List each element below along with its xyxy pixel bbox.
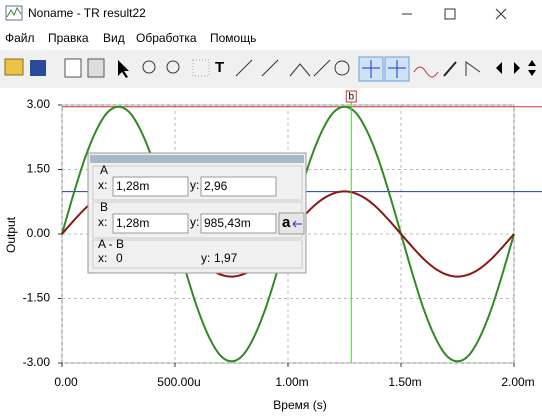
window-title: Noname - TR result22 bbox=[28, 6, 146, 20]
step-button[interactable] bbox=[465, 61, 481, 76]
field-label: y: bbox=[190, 178, 199, 192]
pointer-button[interactable] bbox=[118, 60, 129, 78]
cursor-label: b bbox=[348, 92, 354, 103]
field-label: y: bbox=[190, 215, 199, 229]
x-tick-label: 1.00m bbox=[275, 375, 308, 389]
x-tick-label: 2.00m bbox=[501, 375, 534, 389]
x-tick-label: 0.00 bbox=[54, 375, 78, 389]
field-label: x: bbox=[98, 251, 107, 265]
open-button[interactable] bbox=[4, 58, 24, 76]
field-label: y: bbox=[201, 251, 210, 265]
swap-button[interactable] bbox=[278, 212, 305, 235]
cursor-glyphs bbox=[362, 60, 406, 78]
group-label: A bbox=[100, 163, 108, 177]
y-tick-label: 0.00 bbox=[27, 226, 51, 240]
close[interactable] bbox=[495, 8, 507, 20]
cursor-dialog: A x: 1,28m y: 2,96 B x: 1,28m y: 985,43m… bbox=[87, 152, 307, 274]
y-axis-title: Output bbox=[4, 216, 18, 253]
save-button[interactable] bbox=[30, 60, 46, 76]
field-value: 1,28m bbox=[116, 216, 149, 230]
title-bar bbox=[0, 0, 542, 28]
field-label: x: bbox=[98, 215, 107, 229]
field-value: 2,96 bbox=[204, 179, 228, 193]
field-value: 1,28m bbox=[116, 179, 149, 193]
x-axis-title: Время (s) bbox=[273, 398, 326, 412]
field-value: 1,97 bbox=[214, 251, 238, 265]
nav-buttons[interactable] bbox=[496, 60, 536, 76]
curve-button[interactable] bbox=[413, 66, 439, 78]
arrow-icon bbox=[292, 220, 302, 228]
group-diff bbox=[92, 239, 303, 269]
copy-button[interactable] bbox=[64, 58, 82, 78]
input-field[interactable] bbox=[200, 213, 277, 234]
picker-button[interactable] bbox=[443, 61, 457, 77]
group-label: A - B bbox=[98, 237, 124, 251]
group-label: B bbox=[100, 200, 108, 214]
dialog-frame bbox=[87, 152, 307, 274]
field-value: 985,43m bbox=[204, 216, 251, 230]
window-controls[interactable] bbox=[402, 8, 507, 20]
y-tick-label: -3.00 bbox=[23, 355, 51, 369]
x-tick-label: 500.00u bbox=[157, 375, 200, 389]
cursor-marker bbox=[345, 90, 357, 103]
y-tick-label: -1.50 bbox=[23, 291, 51, 305]
field-label: x: bbox=[98, 178, 107, 192]
toolbar-buttons: T bbox=[4, 56, 536, 82]
menu-item[interactable]: Файл bbox=[5, 31, 35, 45]
y-tick-label: 1.50 bbox=[27, 162, 51, 176]
button-label: a bbox=[282, 214, 291, 231]
input-field[interactable] bbox=[112, 176, 189, 197]
field-value: 0 bbox=[116, 251, 123, 265]
menu-item[interactable]: Правка bbox=[48, 31, 89, 45]
line-button[interactable] bbox=[313, 59, 331, 77]
text-button[interactable]: T bbox=[215, 59, 224, 76]
zoom-out-button[interactable] bbox=[166, 60, 180, 74]
y-tick-label: 3.00 bbox=[27, 97, 51, 111]
input-field[interactable] bbox=[200, 176, 277, 197]
menu-item[interactable]: Вид bbox=[103, 31, 125, 45]
zoom-in-button[interactable] bbox=[142, 60, 156, 74]
menu-item[interactable]: Обработка bbox=[136, 31, 197, 45]
x-tick-label: 1.50m bbox=[388, 375, 421, 389]
dialog-caption bbox=[90, 155, 304, 163]
paste-button[interactable] bbox=[87, 58, 105, 78]
maximize[interactable] bbox=[444, 8, 456, 20]
draw-buttons[interactable] bbox=[235, 59, 311, 77]
circle-button[interactable] bbox=[334, 60, 350, 76]
grid-button[interactable] bbox=[192, 59, 210, 77]
group-a bbox=[92, 165, 303, 201]
app-icon bbox=[5, 5, 23, 21]
menu-bar: Файл Правка Вид Обработка Помощь bbox=[5, 31, 256, 45]
input-field[interactable] bbox=[112, 213, 189, 234]
menu-item[interactable]: Помощь bbox=[210, 31, 256, 45]
